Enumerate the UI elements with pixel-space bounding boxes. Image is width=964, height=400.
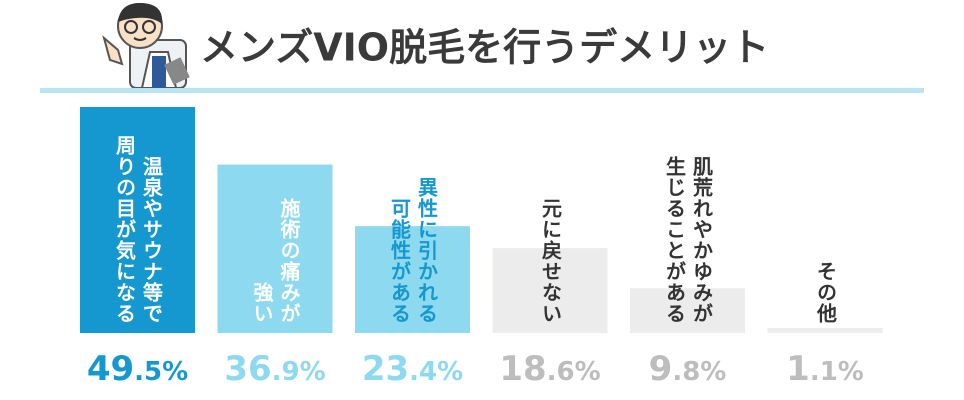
- value-label: 49.5%: [87, 349, 188, 389]
- bar: [355, 226, 470, 333]
- category-label: 肌荒れやかゆみが 生じることがある: [662, 156, 714, 324]
- category-label: その他: [813, 261, 838, 324]
- title-rule: [40, 88, 924, 93]
- value-label: 1.1%: [786, 349, 864, 389]
- category-label: 異性に引かれる 可能性がある: [387, 177, 439, 324]
- chart-title: メンズVIO脱毛を行うデメリット: [200, 26, 769, 70]
- value-label: 9.8%: [649, 349, 727, 389]
- category-label: 施術の痛みが 強い: [250, 198, 301, 324]
- value-label: 18.6%: [499, 349, 600, 389]
- doctor-icon: [102, 2, 190, 89]
- category-label: 温泉やサウナ等で 周りの目が気になる: [112, 135, 164, 324]
- bar: [492, 248, 608, 333]
- value-label: 36.9%: [224, 349, 325, 389]
- bar: [630, 288, 745, 333]
- category-label: 元に戻せない: [538, 198, 563, 324]
- bar: [217, 164, 333, 333]
- value-label: 23.4%: [362, 349, 463, 389]
- bar: [80, 107, 195, 333]
- bar: [767, 327, 883, 333]
